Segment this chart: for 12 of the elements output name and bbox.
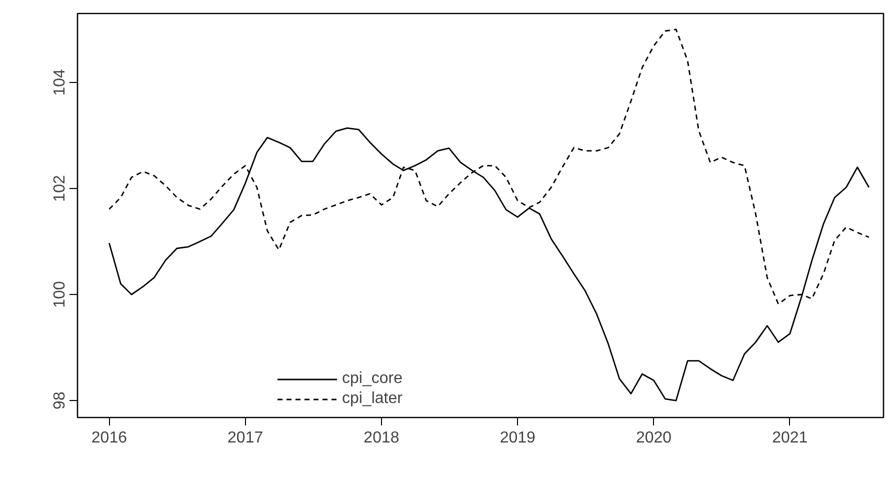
x-tick-label: 2019 <box>500 430 536 446</box>
x-tick-label: 2021 <box>772 430 808 446</box>
x-tick-label: 2017 <box>228 430 264 446</box>
x-tick-label: 2018 <box>364 430 400 446</box>
legend-label: cpi_later <box>342 390 402 408</box>
y-tick-label: 104 <box>52 68 68 96</box>
legend-label: cpi_core <box>342 370 402 388</box>
y-tick-label: 102 <box>52 175 68 202</box>
y-tick-label: 98 <box>52 392 68 410</box>
x-tick-label: 2016 <box>91 430 128 446</box>
y-tick-label: 100 <box>52 281 68 308</box>
x-tick-label: 2020 <box>636 430 672 446</box>
